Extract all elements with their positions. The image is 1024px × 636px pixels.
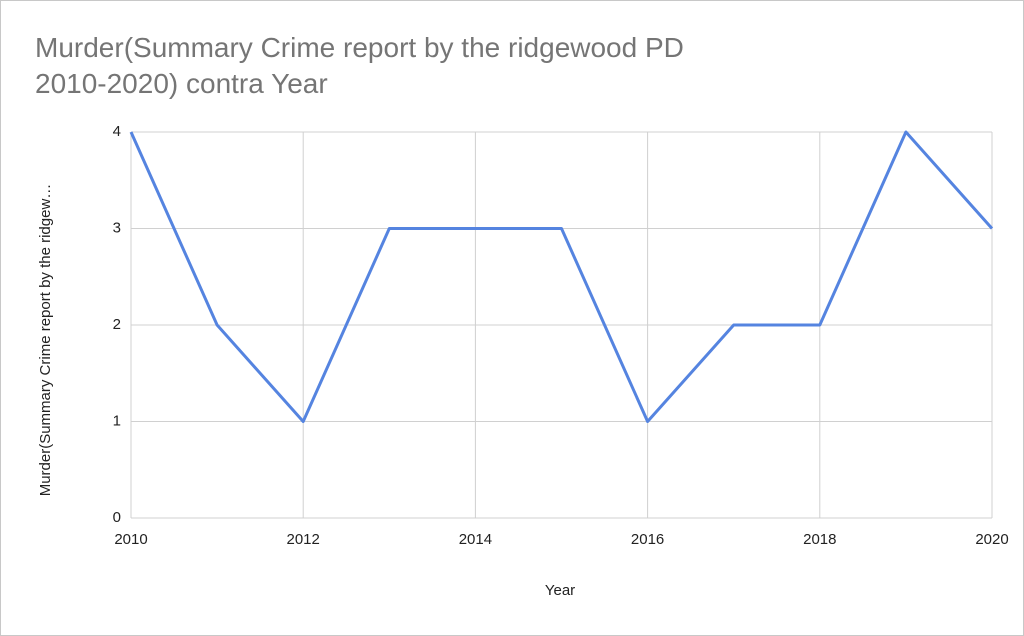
y-tick-label: 0 (113, 509, 121, 526)
x-tick-label: 2020 (975, 531, 1008, 548)
x-axis-label: Year (545, 582, 575, 599)
x-tick-label: 2014 (459, 531, 492, 548)
y-tick-label: 4 (113, 123, 121, 140)
chart-title: Murder(Summary Crime report by the ridge… (35, 32, 684, 99)
x-tick-label: 2010 (114, 531, 147, 548)
y-axis-label: Murder(Summary Crime report by the ridge… (37, 184, 54, 497)
x-tick-label: 2016 (631, 531, 664, 548)
x-tick-label: 2018 (803, 531, 836, 548)
y-tick-label: 3 (113, 219, 121, 236)
y-tick-label: 1 (113, 412, 121, 429)
x-tick-label: 2012 (287, 531, 320, 548)
line (129, 130, 994, 423)
y-tick-label: 2 (113, 316, 121, 333)
